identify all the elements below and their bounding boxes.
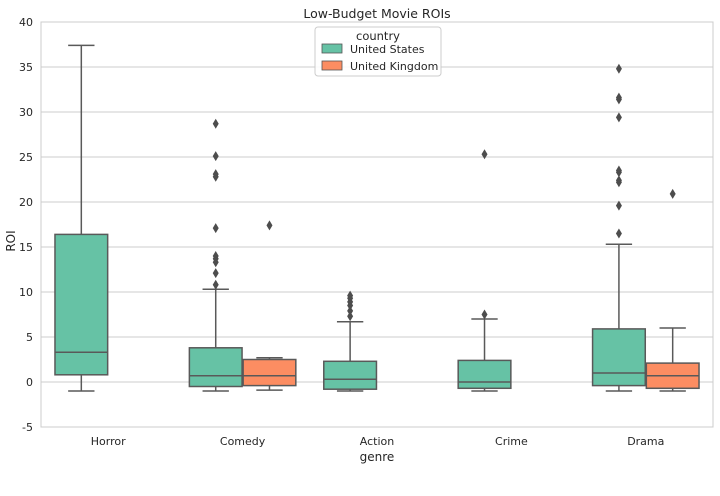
legend-label-us: United States xyxy=(350,43,425,56)
y-tick-label: 40 xyxy=(19,16,33,29)
x-tick-label: Action xyxy=(360,435,394,448)
box-group xyxy=(54,44,109,392)
legend-swatch-uk xyxy=(321,60,343,71)
legend-title: country xyxy=(356,29,400,43)
y-tick-label: 10 xyxy=(19,286,33,299)
outlier-point xyxy=(212,151,219,162)
outlier-point xyxy=(615,92,622,103)
x-axis-label: genre xyxy=(360,450,395,464)
outlier-point xyxy=(615,63,622,74)
outlier-point xyxy=(212,223,219,234)
box-plot-series xyxy=(54,44,700,392)
outlier-point xyxy=(266,220,273,231)
x-tick-label: Horror xyxy=(91,435,126,448)
outlier-point xyxy=(212,279,219,290)
outlier-point xyxy=(347,305,354,316)
outlier-point xyxy=(615,165,622,176)
box-group xyxy=(645,188,700,392)
outlier-point xyxy=(669,188,676,199)
y-tick-label: 35 xyxy=(19,61,33,74)
outlier-point xyxy=(212,251,219,261)
y-axis-label: ROI xyxy=(4,230,18,251)
y-tick-labels: -5 0 5 10 15 20 25 30 35 40 xyxy=(19,16,33,434)
outlier-point xyxy=(212,118,219,129)
x-tick-label: Crime xyxy=(495,435,528,448)
outlier-point xyxy=(347,290,354,301)
box-group xyxy=(242,220,297,391)
chart-title: Low-Budget Movie ROIs xyxy=(303,6,450,21)
y-tick-label: -5 xyxy=(22,421,33,434)
box-group xyxy=(188,118,243,392)
box-iqr xyxy=(591,328,647,387)
outlier-point xyxy=(615,112,622,123)
box-iqr xyxy=(54,233,109,376)
y-tick-label: 15 xyxy=(19,241,33,254)
x-tick-label: Drama xyxy=(627,435,664,448)
y-tick-label: 30 xyxy=(19,106,33,119)
legend-label-uk: United Kingdom xyxy=(350,60,438,73)
box-iqr xyxy=(457,359,512,390)
y-tick-label: 25 xyxy=(19,151,33,164)
outlier-point xyxy=(212,169,219,180)
box-iqr xyxy=(188,347,243,388)
x-tick-label: Comedy xyxy=(220,435,266,448)
outlier-point xyxy=(615,200,622,211)
legend-swatch-us xyxy=(321,43,343,54)
legend-frame xyxy=(314,26,442,77)
outlier-point xyxy=(481,309,488,320)
y-tick-label: 5 xyxy=(26,331,33,344)
box-group xyxy=(323,290,378,392)
plot-frame xyxy=(40,21,714,428)
box-group xyxy=(457,149,512,392)
box-group xyxy=(591,63,647,392)
x-tick-labels: Horror Comedy Action Crime Drama xyxy=(91,435,665,448)
y-tick-label: 0 xyxy=(26,376,33,389)
legend: country United States United Kingdom xyxy=(314,26,442,77)
box-iqr xyxy=(323,360,378,390)
box-iqr xyxy=(242,358,297,387)
y-tick-label: 20 xyxy=(19,196,33,209)
outlier-point xyxy=(615,228,622,239)
outlier-point xyxy=(347,311,354,322)
outlier-point xyxy=(615,175,622,186)
outlier-point xyxy=(481,149,488,160)
outlier-point xyxy=(212,268,219,279)
